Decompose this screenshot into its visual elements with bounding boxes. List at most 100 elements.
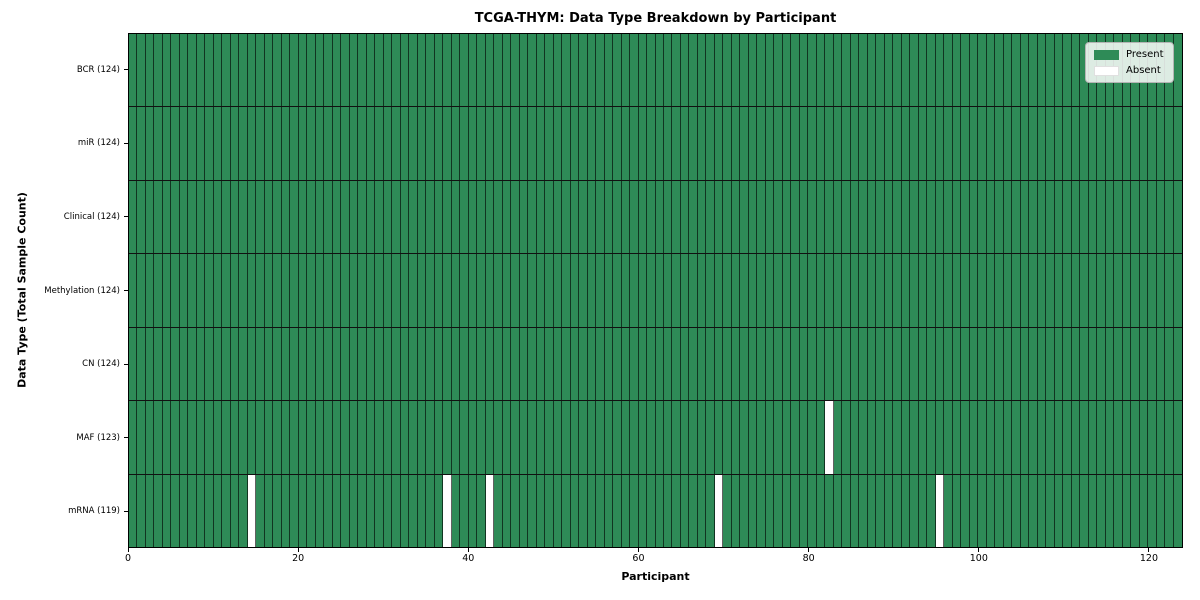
cell-present [468, 107, 478, 180]
cell-present [570, 474, 580, 547]
cell-present [596, 474, 605, 547]
cell-present [978, 401, 987, 474]
cell-present [596, 401, 605, 474]
cell-present [230, 254, 240, 327]
cell-present [281, 327, 291, 401]
cell-present [884, 107, 894, 180]
cell-present [332, 107, 342, 180]
cell-present [884, 180, 894, 254]
cell-present [188, 180, 197, 254]
cell-present [324, 34, 333, 107]
cell-present [366, 474, 376, 547]
cell-present [1156, 474, 1166, 547]
cell-present [485, 401, 495, 474]
cell-present [774, 34, 783, 107]
cell-present [307, 34, 316, 107]
cell-present [485, 34, 495, 107]
cell-present [443, 327, 452, 401]
cell-present [400, 254, 410, 327]
cell-present [680, 107, 690, 180]
cell-present [579, 180, 588, 254]
cell-present [630, 107, 639, 180]
cell-present [655, 107, 664, 180]
cell-present [731, 180, 741, 254]
cell-present [1003, 327, 1013, 401]
cell-present [315, 254, 325, 327]
cell-present [468, 180, 478, 254]
cell-present [748, 180, 758, 254]
cell-present [927, 34, 936, 107]
cell-present [935, 327, 945, 401]
cell-present [596, 34, 605, 107]
cell-present [468, 34, 478, 107]
cell-present [765, 180, 775, 254]
cell-present [748, 474, 758, 547]
x-tick-mark [978, 548, 980, 552]
cell-present [630, 254, 639, 327]
cell-present [502, 401, 512, 474]
cell-present [1029, 474, 1038, 547]
cell-present [944, 401, 953, 474]
cell-present [519, 180, 529, 254]
cell-present [1037, 474, 1047, 547]
cell-present [196, 34, 206, 107]
cell-present [256, 254, 265, 327]
cell-present [570, 254, 580, 327]
cell-present [613, 180, 622, 254]
cell-present [1037, 327, 1047, 401]
cell-present [706, 401, 715, 474]
cell-present [290, 254, 299, 327]
cell-present [1080, 401, 1089, 474]
cell-present [969, 327, 979, 401]
cell-present [460, 401, 469, 474]
cell-present [850, 401, 860, 474]
legend-item-present: Present [1094, 49, 1165, 60]
cell-present [349, 180, 359, 254]
cell-present [468, 254, 478, 327]
cell-present [129, 401, 138, 474]
cell-present [451, 254, 461, 327]
cell-present [604, 474, 614, 547]
cell-present [281, 474, 291, 547]
cell-present [910, 34, 919, 107]
cell-present [672, 327, 681, 401]
cell-present [1020, 107, 1030, 180]
cell-present [859, 474, 868, 547]
y-tick-label: mRNA (119) [68, 506, 120, 517]
cell-present [961, 401, 970, 474]
cell-present [162, 34, 172, 107]
cell-present [978, 180, 987, 254]
cell-present [1071, 327, 1081, 401]
cell-present [723, 107, 732, 180]
cell-present [986, 107, 996, 180]
cell-present [162, 401, 172, 474]
cell-present [859, 107, 868, 180]
cell-present [995, 107, 1004, 180]
cell-present [706, 327, 715, 401]
cell-present [494, 401, 503, 474]
cell-present [307, 180, 316, 254]
cell-present [494, 107, 503, 180]
cell-present [1173, 180, 1182, 254]
cell-present [638, 34, 647, 107]
cell-present [545, 327, 554, 401]
cell-present [1071, 254, 1081, 327]
cell-present [808, 107, 817, 180]
x-tick-mark [637, 548, 639, 552]
cell-present [613, 34, 622, 107]
cell-present [171, 401, 180, 474]
cell-present [799, 327, 809, 401]
cell-present [502, 327, 512, 401]
cell-present [494, 180, 503, 254]
cell-present [579, 401, 588, 474]
cell-present [1156, 254, 1166, 327]
cell-present [298, 180, 308, 254]
cell-present [774, 327, 783, 401]
cell-present [1139, 474, 1149, 547]
cell-present [188, 327, 197, 401]
heatmap-row-MAF [129, 401, 1182, 475]
cell-present [893, 107, 902, 180]
cell-present [663, 107, 673, 180]
cell-present [137, 401, 146, 474]
cell-present [663, 474, 673, 547]
